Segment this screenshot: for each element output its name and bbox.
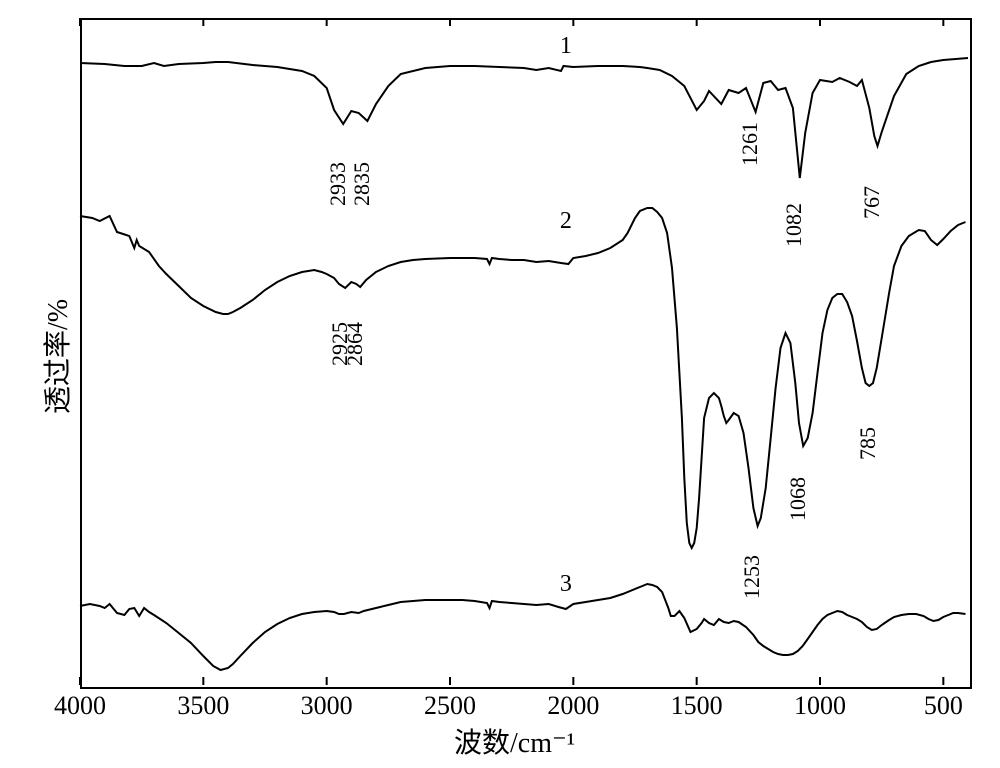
series-label-3: 3 <box>560 571 572 598</box>
spectrum-3 <box>80 584 966 670</box>
peak-label-2864: 2864 <box>342 322 368 366</box>
x-axis-label: 波数/cm⁻¹ <box>454 721 575 761</box>
x-tick-label: 3500 <box>173 691 233 721</box>
x-tick-label: 500 <box>913 691 973 721</box>
peak-label-2835: 2835 <box>349 162 375 206</box>
spectrum-2 <box>80 208 966 548</box>
series-label-2: 2 <box>560 208 572 235</box>
peak-label-767: 767 <box>859 186 885 219</box>
x-tick-label: 1500 <box>667 691 727 721</box>
x-tick-label: 2500 <box>420 691 480 721</box>
series-label-1: 1 <box>560 33 572 60</box>
peak-label-1068: 1068 <box>785 477 811 521</box>
peak-label-1253: 1253 <box>739 555 765 599</box>
x-tick-label: 4000 <box>50 691 110 721</box>
x-tick-label: 3000 <box>297 691 357 721</box>
y-axis-label: 透过率/% <box>36 298 76 413</box>
spectrum-1 <box>80 58 968 178</box>
peak-label-2933: 2933 <box>325 162 351 206</box>
peak-label-1082: 1082 <box>781 203 807 247</box>
x-tick-label: 1000 <box>790 691 850 721</box>
x-tick-label: 2000 <box>543 691 603 721</box>
spectrum-svg <box>0 0 1000 768</box>
ftir-chart: 透过率/% 波数/cm⁻¹ 40003500300025002000150010… <box>0 0 1000 768</box>
peak-label-785: 785 <box>855 427 881 460</box>
peak-label-1261: 1261 <box>737 122 763 166</box>
